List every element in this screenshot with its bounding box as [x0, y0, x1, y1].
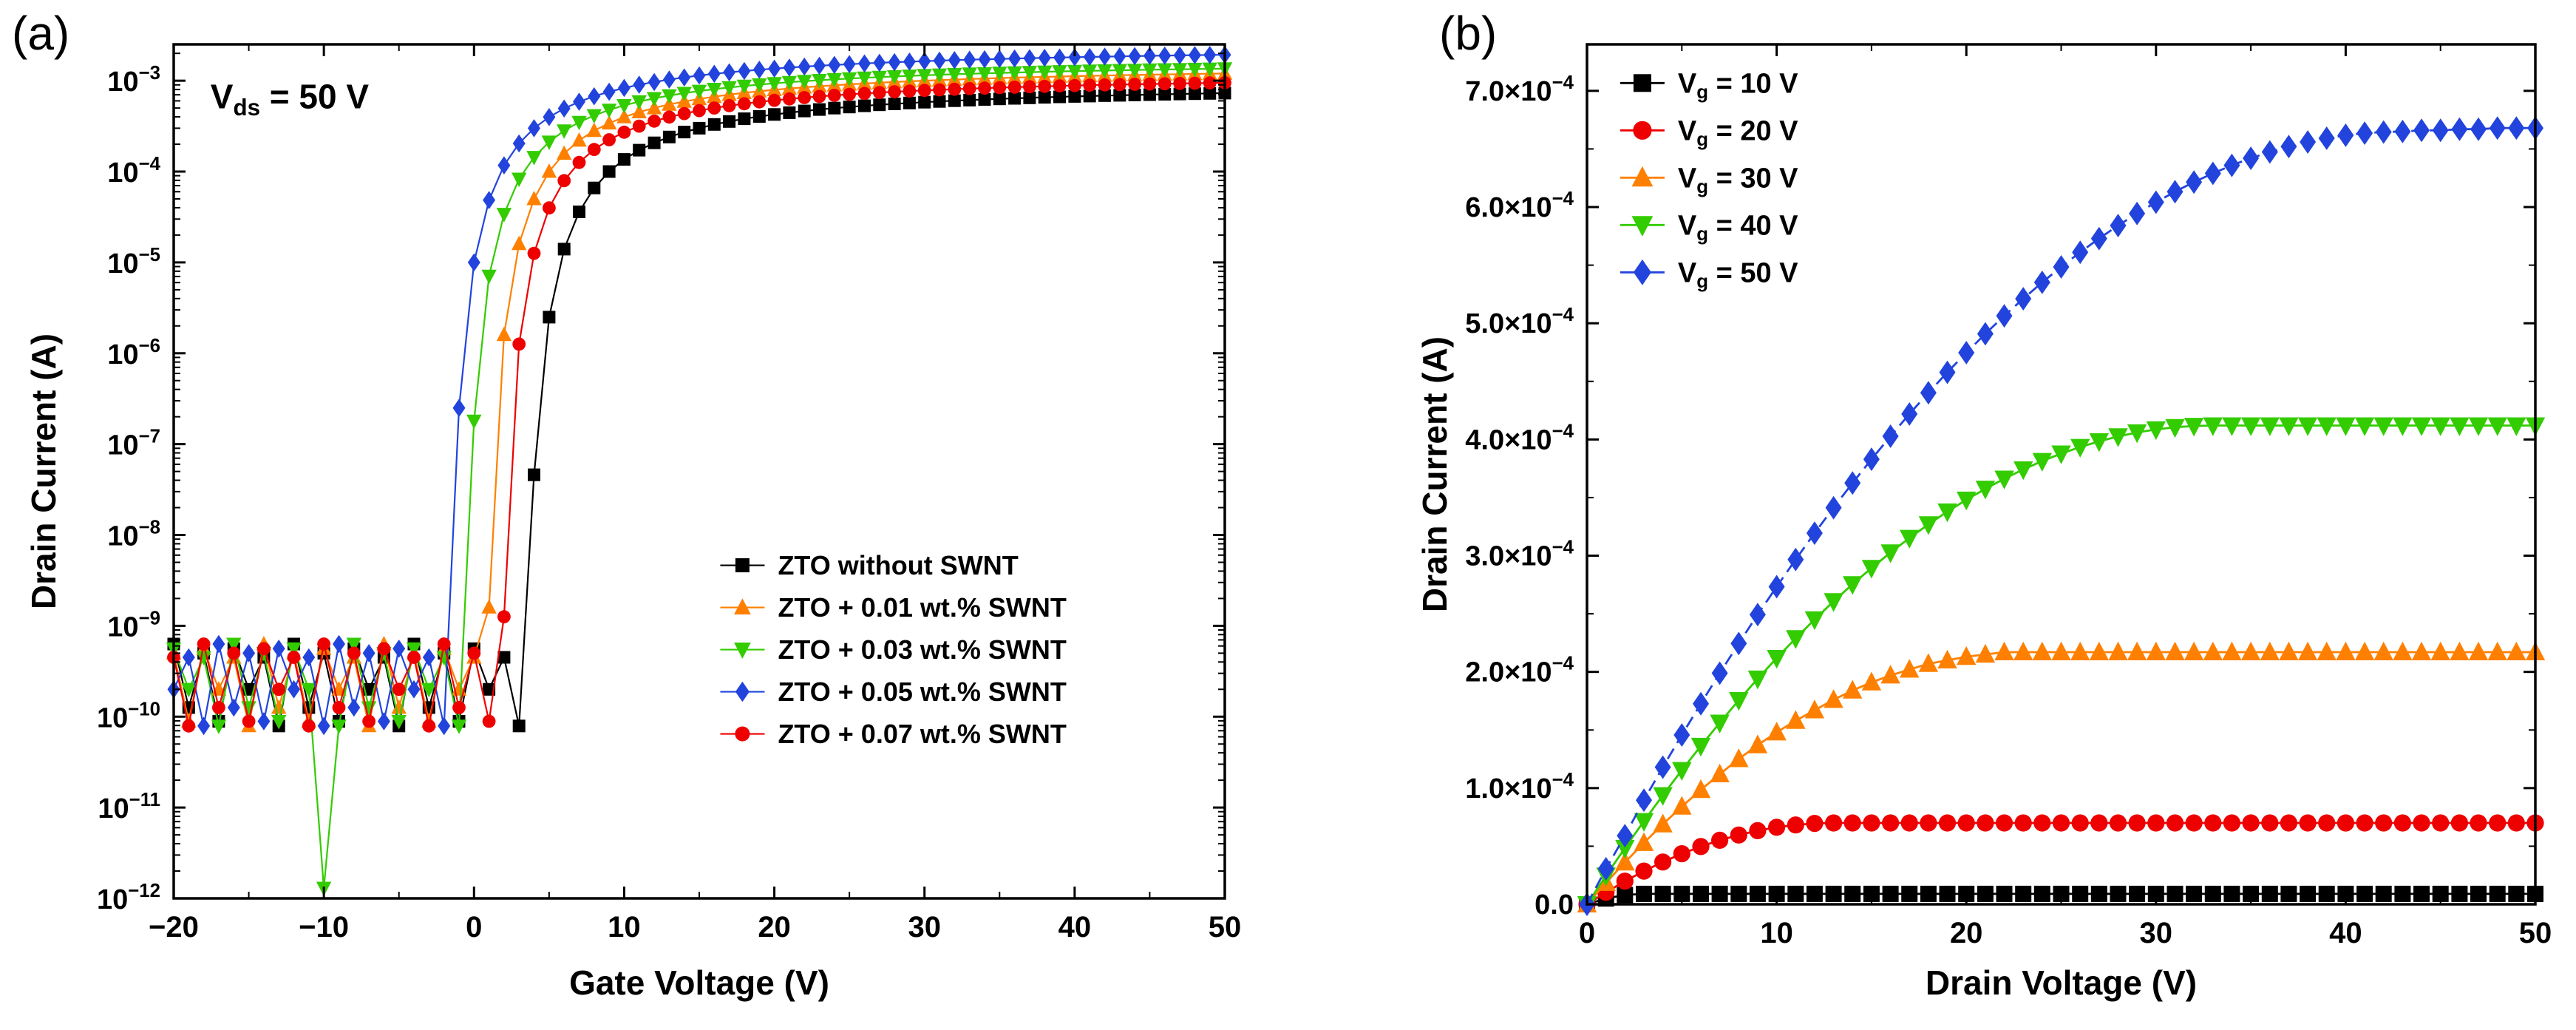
legend-item: Vg = 50 V	[1620, 258, 1798, 293]
svg-text:6.0×10−4: 6.0×10−4	[1465, 189, 1574, 223]
legend-item: ZTO + 0.03 wt.% SWNT	[720, 634, 1067, 665]
series-vg-30-v	[1577, 641, 2546, 912]
legend: ZTO without SWNT ZTO + 0.01 wt.% SWNT ZTO …	[720, 550, 1067, 749]
axes: 0 10 20 30 40 50 0.0 1.0×10−4 2.0×10−4 3.0×10−4 4.…	[1416, 43, 2552, 1002]
svg-text:10−5: 10−5	[107, 245, 160, 279]
y-axis-title: Drain Current (A)	[24, 333, 63, 609]
annotation-vds: Vds = 50 V	[211, 78, 370, 121]
svg-text:20: 20	[758, 911, 791, 943]
output-characteristics-chart: 0 10 20 30 40 50 0.0 1.0×10−4 2.0×10−4 3.0×10−4 4.…	[1416, 43, 2552, 1002]
svg-text:2.0×10−4: 2.0×10−4	[1465, 654, 1574, 688]
svg-text:Vg = 20 V: Vg = 20 V	[1678, 116, 1798, 151]
svg-text:Vg = 50 V: Vg = 50 V	[1678, 258, 1798, 293]
series-layer	[1577, 116, 2546, 916]
svg-text:20: 20	[1950, 917, 1983, 949]
legend-item: Vg = 20 V	[1620, 116, 1798, 151]
svg-text:4.0×10−4: 4.0×10−4	[1465, 421, 1574, 455]
svg-text:30: 30	[908, 911, 941, 943]
series-vg-50-v	[1579, 116, 2543, 916]
svg-text:30: 30	[2140, 917, 2173, 949]
legend: Vg = 10 V Vg = 20 V Vg = 30 V Vg = 40 V Vg =…	[1620, 69, 1798, 293]
series-zto-0-07-wt-swnt	[167, 76, 1231, 733]
legend-item: ZTO + 0.07 wt.% SWNT	[720, 719, 1067, 749]
series-zto-0-03-wt-swnt	[166, 62, 1233, 896]
legend-item: Vg = 30 V	[1620, 163, 1798, 198]
svg-text:Vg = 10 V: Vg = 10 V	[1678, 69, 1798, 104]
series-zto-0-01-wt-swnt	[166, 65, 1233, 733]
panel-a-label: (a)	[12, 7, 70, 60]
svg-text:ZTO without SWNT: ZTO without SWNT	[778, 550, 1018, 580]
series-layer	[166, 45, 1233, 896]
panel-b-label: (b)	[1439, 7, 1498, 60]
series-vg-10-v	[1579, 885, 2543, 912]
svg-text:10: 10	[1760, 917, 1793, 949]
svg-text:0: 0	[1579, 917, 1595, 949]
legend-item: ZTO without SWNT	[720, 550, 1019, 580]
series-zto-without-swnt	[167, 87, 1231, 733]
legend-item: ZTO + 0.05 wt.% SWNT	[720, 677, 1067, 707]
svg-text:50: 50	[2519, 917, 2552, 949]
axes: −20 −10 0 10 20 30 40 50 10−3 10−4 10−5 10−6 10−7 10−…	[24, 43, 1242, 1002]
svg-text:−10: −10	[299, 911, 349, 943]
panel-a: (a) −20 −10 0 10 20 30 40 50 10−3 10−4 10−5 10−6 10−…	[12, 7, 1242, 1002]
transfer-characteristics-chart: −20 −10 0 10 20 30 40 50 10−3 10−4 10−5 10−6 10−7 10−…	[24, 43, 1242, 1002]
svg-text:−20: −20	[149, 911, 199, 943]
svg-text:40: 40	[2329, 917, 2362, 949]
svg-text:10−10: 10−10	[97, 699, 160, 733]
svg-text:10−6: 10−6	[107, 336, 160, 370]
svg-text:ZTO + 0.07 wt.% SWNT: ZTO + 0.07 wt.% SWNT	[778, 719, 1066, 749]
svg-text:Vg = 30 V: Vg = 30 V	[1678, 163, 1798, 198]
svg-text:7.0×10−4: 7.0×10−4	[1465, 72, 1574, 107]
svg-text:ZTO + 0.01 wt.% SWNT: ZTO + 0.01 wt.% SWNT	[778, 592, 1066, 623]
y-axis-title: Drain Current (A)	[1416, 336, 1454, 612]
svg-text:Vg = 40 V: Vg = 40 V	[1678, 211, 1798, 245]
svg-text:10: 10	[608, 911, 641, 943]
svg-text:3.0×10−4: 3.0×10−4	[1465, 538, 1574, 572]
panel-b: (b) 0 10 20 30 40 50 0.0 1.0×10−4 2.0×10−4 3.0×10…	[1288, 0, 2576, 1030]
svg-text:50: 50	[1209, 911, 1242, 943]
legend-item: ZTO + 0.01 wt.% SWNT	[720, 592, 1067, 623]
svg-text:10−8: 10−8	[107, 518, 160, 552]
svg-text:0.0: 0.0	[1535, 890, 1574, 921]
series-zto-0-05-wt-swnt	[167, 45, 1231, 736]
x-axis-title: Drain Voltage (V)	[1926, 963, 2197, 1002]
svg-text:10−12: 10−12	[97, 881, 160, 915]
svg-text:40: 40	[1058, 911, 1092, 943]
svg-text:10−7: 10−7	[107, 427, 160, 461]
svg-text:10−11: 10−11	[98, 790, 160, 824]
legend-item: Vg = 10 V	[1620, 69, 1798, 104]
svg-text:10−4: 10−4	[107, 154, 160, 189]
svg-text:10−3: 10−3	[107, 63, 160, 98]
svg-text:5.0×10−4: 5.0×10−4	[1465, 305, 1574, 339]
svg-text:0: 0	[466, 911, 482, 943]
svg-text:10−9: 10−9	[107, 608, 160, 643]
legend-item: Vg = 40 V	[1620, 211, 1798, 245]
svg-text:ZTO + 0.03 wt.% SWNT: ZTO + 0.03 wt.% SWNT	[778, 634, 1066, 665]
svg-text:ZTO + 0.05 wt.% SWNT: ZTO + 0.05 wt.% SWNT	[778, 677, 1066, 707]
svg-text:1.0×10−4: 1.0×10−4	[1465, 770, 1574, 804]
series-vg-40-v	[1577, 417, 2546, 915]
x-axis-title: Gate Voltage (V)	[569, 963, 829, 1002]
